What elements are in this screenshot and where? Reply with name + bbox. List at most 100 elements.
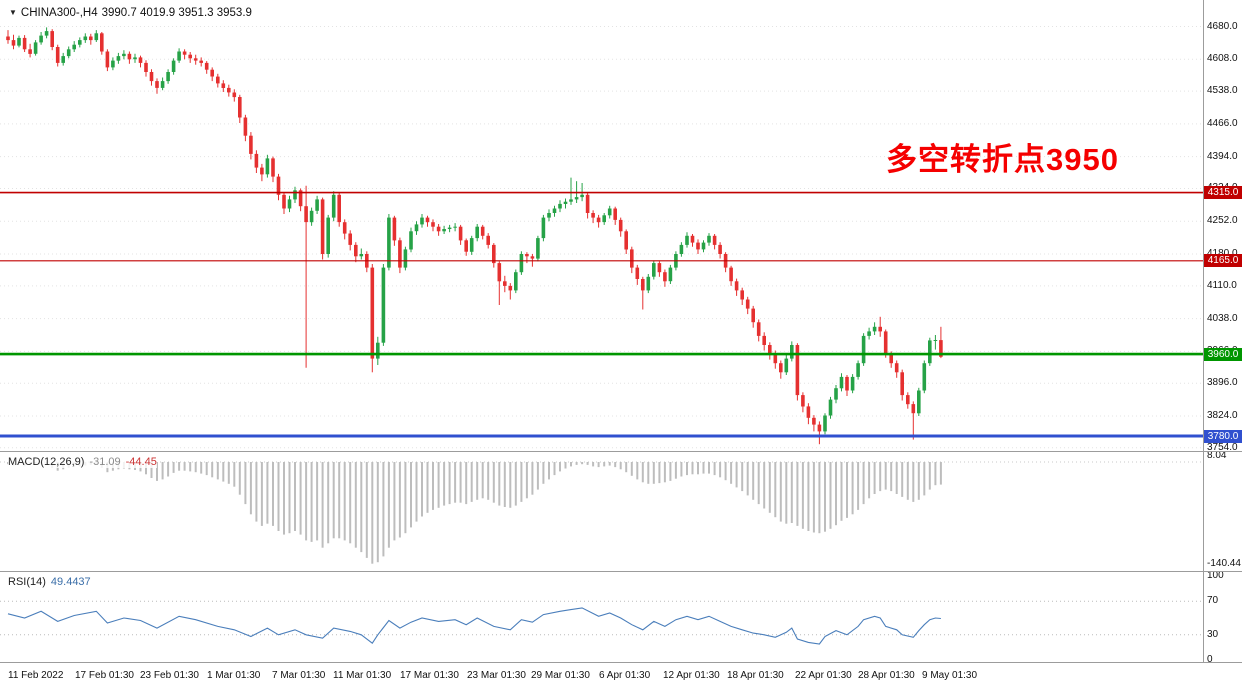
macd-histogram-bar — [912, 462, 915, 502]
macd-histogram-bar — [343, 462, 346, 541]
candle-body — [376, 342, 380, 359]
macd-histogram-bar — [559, 462, 561, 472]
price-tick-label: 3754.0 — [1207, 442, 1238, 453]
macd-histogram-bar — [398, 462, 401, 538]
macd-histogram-bar — [835, 462, 837, 526]
candle-body — [409, 231, 413, 250]
macd-histogram-bar — [525, 462, 528, 499]
price-axis[interactable]: 4680.04608.04538.04466.04394.04324.04252… — [1204, 0, 1242, 665]
macd-histogram-bar — [840, 462, 843, 521]
candle-body — [933, 340, 938, 341]
macd-histogram-bar — [321, 462, 324, 548]
axis-separator — [0, 662, 1242, 663]
macd-histogram-bar — [244, 462, 247, 505]
macd-histogram-bar — [686, 462, 688, 476]
candle-body — [872, 326, 877, 332]
macd-histogram-bar — [741, 462, 744, 492]
rsi-panel-canvas[interactable] — [0, 572, 1242, 663]
macd-histogram-bar — [779, 462, 782, 522]
price-tick-label: 3896.0 — [1207, 377, 1238, 388]
macd-histogram-bar — [294, 462, 296, 531]
candle-body — [514, 272, 518, 291]
macd-histogram-bar — [536, 462, 539, 490]
candle-body — [17, 37, 21, 46]
candle-body — [911, 404, 916, 414]
candle-body — [127, 53, 132, 60]
candle-body — [729, 267, 733, 282]
rsi-value: 49.4437 — [50, 576, 91, 588]
time-tick-label: 22 Apr 01:30 — [795, 670, 852, 681]
macd-main-value: -31.09 — [89, 456, 121, 468]
time-tick-label: 9 May 01:30 — [922, 670, 978, 681]
macd-histogram-bar — [879, 462, 882, 492]
candle-body — [618, 219, 623, 232]
candle-body — [536, 238, 540, 259]
candle-body — [751, 308, 755, 323]
macd-scale-max-label: 8.04 — [1207, 450, 1227, 461]
candle-body — [116, 56, 121, 61]
macd-histogram-bar — [901, 462, 904, 497]
candle-body — [243, 117, 248, 136]
candle-body — [602, 215, 606, 223]
candle-body — [867, 331, 871, 336]
candle-body — [817, 424, 822, 432]
candle-body — [293, 190, 297, 200]
macd-histogram-bar — [647, 462, 650, 484]
time-axis[interactable]: 11 Feb 2022 17 Feb 01:30 23 Feb 01:30 1 Mar… — [0, 663, 1242, 692]
macd-histogram-bar — [757, 462, 760, 505]
macd-histogram-bar — [520, 462, 523, 502]
macd-histogram-bar — [283, 462, 285, 535]
price-chart-canvas[interactable] — [0, 0, 1242, 452]
panel-separator[interactable] — [0, 451, 1242, 452]
time-tick-label: 11 Mar 01:30 — [333, 670, 392, 681]
macd-histogram-bar — [194, 462, 197, 473]
candle-body — [823, 415, 827, 432]
symbol-dropdown-icon[interactable]: ▼ — [9, 8, 17, 17]
macd-histogram-bar — [625, 462, 628, 473]
candle-body — [414, 224, 419, 232]
candle-body — [122, 53, 126, 57]
macd-histogram-bar — [260, 462, 263, 526]
candle-body — [315, 199, 319, 211]
candle-body — [646, 276, 651, 291]
candle-body — [425, 217, 430, 223]
macd-signal-value: -44.45 — [125, 456, 157, 468]
rsi-scale-label: 0 — [1207, 654, 1213, 665]
candle-body — [138, 57, 143, 63]
macd-histogram-bar — [371, 462, 374, 564]
macd-histogram-bar — [774, 462, 777, 518]
price-tick-label: 4394.0 — [1207, 151, 1238, 162]
candle-body — [304, 206, 308, 223]
candle-body — [530, 256, 535, 259]
macd-histogram-bar — [851, 462, 854, 515]
macd-histogram-bar — [498, 462, 501, 506]
candle-body — [596, 217, 601, 223]
macd-histogram-bar — [415, 462, 418, 522]
macd-histogram-bar — [211, 462, 214, 478]
candle-body — [690, 235, 695, 243]
candle-body — [177, 51, 181, 61]
macd-histogram-bar — [818, 462, 821, 534]
annotation-text[interactable]: 多空转折点3950 — [886, 142, 1119, 177]
price-level-badge: 4315.0 — [1204, 186, 1242, 199]
rsi-line — [7, 607, 941, 645]
macd-histogram-bar — [928, 462, 931, 490]
time-tick-label: 28 Apr 01:30 — [858, 670, 915, 681]
macd-histogram-bar — [796, 462, 799, 526]
candle-body — [354, 244, 358, 257]
rsi-scale-label: 100 — [1207, 570, 1224, 581]
candle-body — [889, 354, 893, 364]
candle-body — [768, 345, 772, 355]
macd-histogram-bar — [443, 462, 446, 506]
candle-body — [795, 345, 800, 396]
panel-separator[interactable] — [0, 571, 1242, 572]
macd-histogram-bar — [614, 462, 617, 468]
price-level-badge: 3960.0 — [1204, 348, 1242, 361]
macd-panel-canvas[interactable] — [0, 452, 1242, 572]
symbol-label: CHINA300-,H4 — [20, 7, 98, 19]
candle-body — [398, 240, 402, 268]
candle-body — [458, 226, 463, 241]
candle-body — [574, 197, 579, 200]
candle-body — [265, 158, 270, 175]
